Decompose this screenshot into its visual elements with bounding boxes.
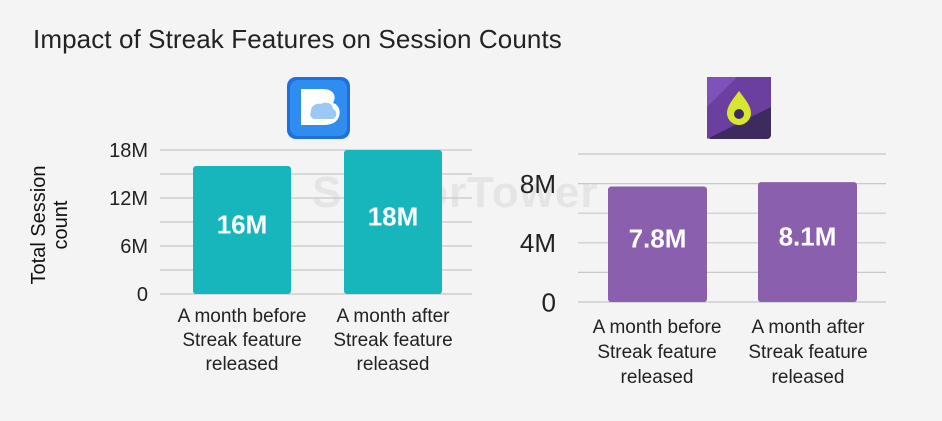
left-bar-1: [193, 166, 291, 294]
right-category-label: released: [772, 367, 845, 388]
purple-drop-app-icon: [707, 77, 771, 139]
chart-title: Impact of Streak Features on Session Cou…: [33, 24, 562, 54]
right-category-label: Streak feature: [748, 342, 867, 363]
left-y-tick-label: 6M: [120, 236, 148, 258]
left-bar-data-label: 16M: [217, 209, 268, 239]
right-bar-2: [758, 182, 857, 302]
right-y-tick-label: 0: [542, 287, 556, 317]
blue-chat-bubble-app-icon: [287, 77, 350, 139]
right-category-label: A month after: [751, 317, 865, 338]
right-y-tick-label: 8M: [520, 169, 556, 199]
left-y-tick-label: 12M: [109, 188, 148, 210]
left-bar-data-label: 18M: [368, 201, 419, 231]
right-category-label: A month before: [593, 317, 722, 338]
left-y-tick-label: 18M: [109, 140, 148, 162]
left-category-label: Streak feature: [333, 330, 452, 351]
right-bar-1: [608, 186, 707, 302]
right-bar-data-label: 8.1M: [779, 221, 837, 251]
left-category-label: Streak feature: [182, 330, 301, 351]
right-category-label: Streak feature: [597, 342, 716, 363]
left-category-label: released: [206, 354, 279, 375]
left-category-label: A month before: [178, 306, 307, 327]
right-y-tick-label: 4M: [520, 228, 556, 258]
right-bar-data-label: 7.8M: [629, 224, 687, 254]
left-category-label: A month after: [336, 306, 450, 327]
left-bar-2: [344, 150, 442, 294]
left-y-tick-label: 0: [137, 284, 148, 306]
right-category-label: released: [621, 367, 694, 388]
left-category-label: released: [357, 354, 430, 375]
